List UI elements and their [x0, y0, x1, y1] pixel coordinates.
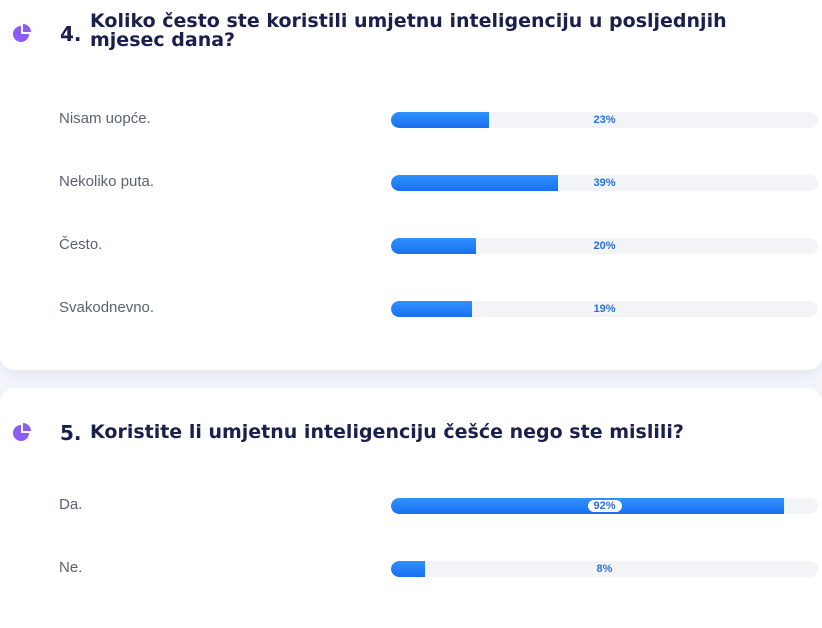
question-number: 4. [60, 22, 82, 46]
progress-fill [391, 301, 473, 317]
progress-fill [391, 498, 784, 514]
question-title: Koristite li umjetnu inteligenciju češće… [90, 421, 684, 443]
percent-label: 19% [593, 303, 616, 315]
option-label: Često. [59, 236, 103, 253]
question-card-5: 5. Koristite li umjetnu inteligenciju če… [0, 388, 822, 628]
progress-bar: 39% [391, 175, 818, 191]
percent-label: 92% [587, 500, 622, 512]
option-label: Nisam uopće. [59, 110, 151, 127]
answer-option: Da. 92% [0, 496, 822, 516]
percent-label: 8% [596, 563, 613, 575]
progress-bar: 8% [391, 561, 818, 577]
option-label: Svakodnevno. [59, 299, 155, 316]
option-label: Ne. [59, 559, 83, 576]
question-title: Koliko često ste koristili umjetnu intel… [90, 10, 727, 51]
answer-option: Često. 20% [0, 236, 822, 256]
progress-fill [391, 175, 558, 191]
question-number: 5. [60, 421, 82, 445]
answer-option: Nisam uopće. 23% [0, 110, 822, 130]
progress-fill [391, 561, 426, 577]
answer-option: Svakodnevno. 19% [0, 299, 822, 319]
percent-label: 23% [593, 114, 616, 126]
pie-chart-icon [13, 24, 31, 42]
percent-label: 20% [593, 240, 616, 252]
answer-option: Nekoliko puta. 39% [0, 173, 822, 193]
progress-fill [391, 238, 477, 254]
percent-label: 39% [593, 177, 616, 189]
progress-bar: 20% [391, 238, 818, 254]
pie-chart-icon [13, 423, 31, 441]
option-label: Da. [59, 496, 83, 513]
progress-bar: 19% [391, 301, 818, 317]
progress-bar: 23% [391, 112, 818, 128]
progress-bar: 92% [391, 498, 818, 514]
option-label: Nekoliko puta. [59, 173, 155, 190]
answer-option: Ne. 8% [0, 559, 822, 579]
progress-fill [391, 112, 490, 128]
question-card-4: 4. Koliko često ste koristili umjetnu in… [0, 0, 822, 370]
